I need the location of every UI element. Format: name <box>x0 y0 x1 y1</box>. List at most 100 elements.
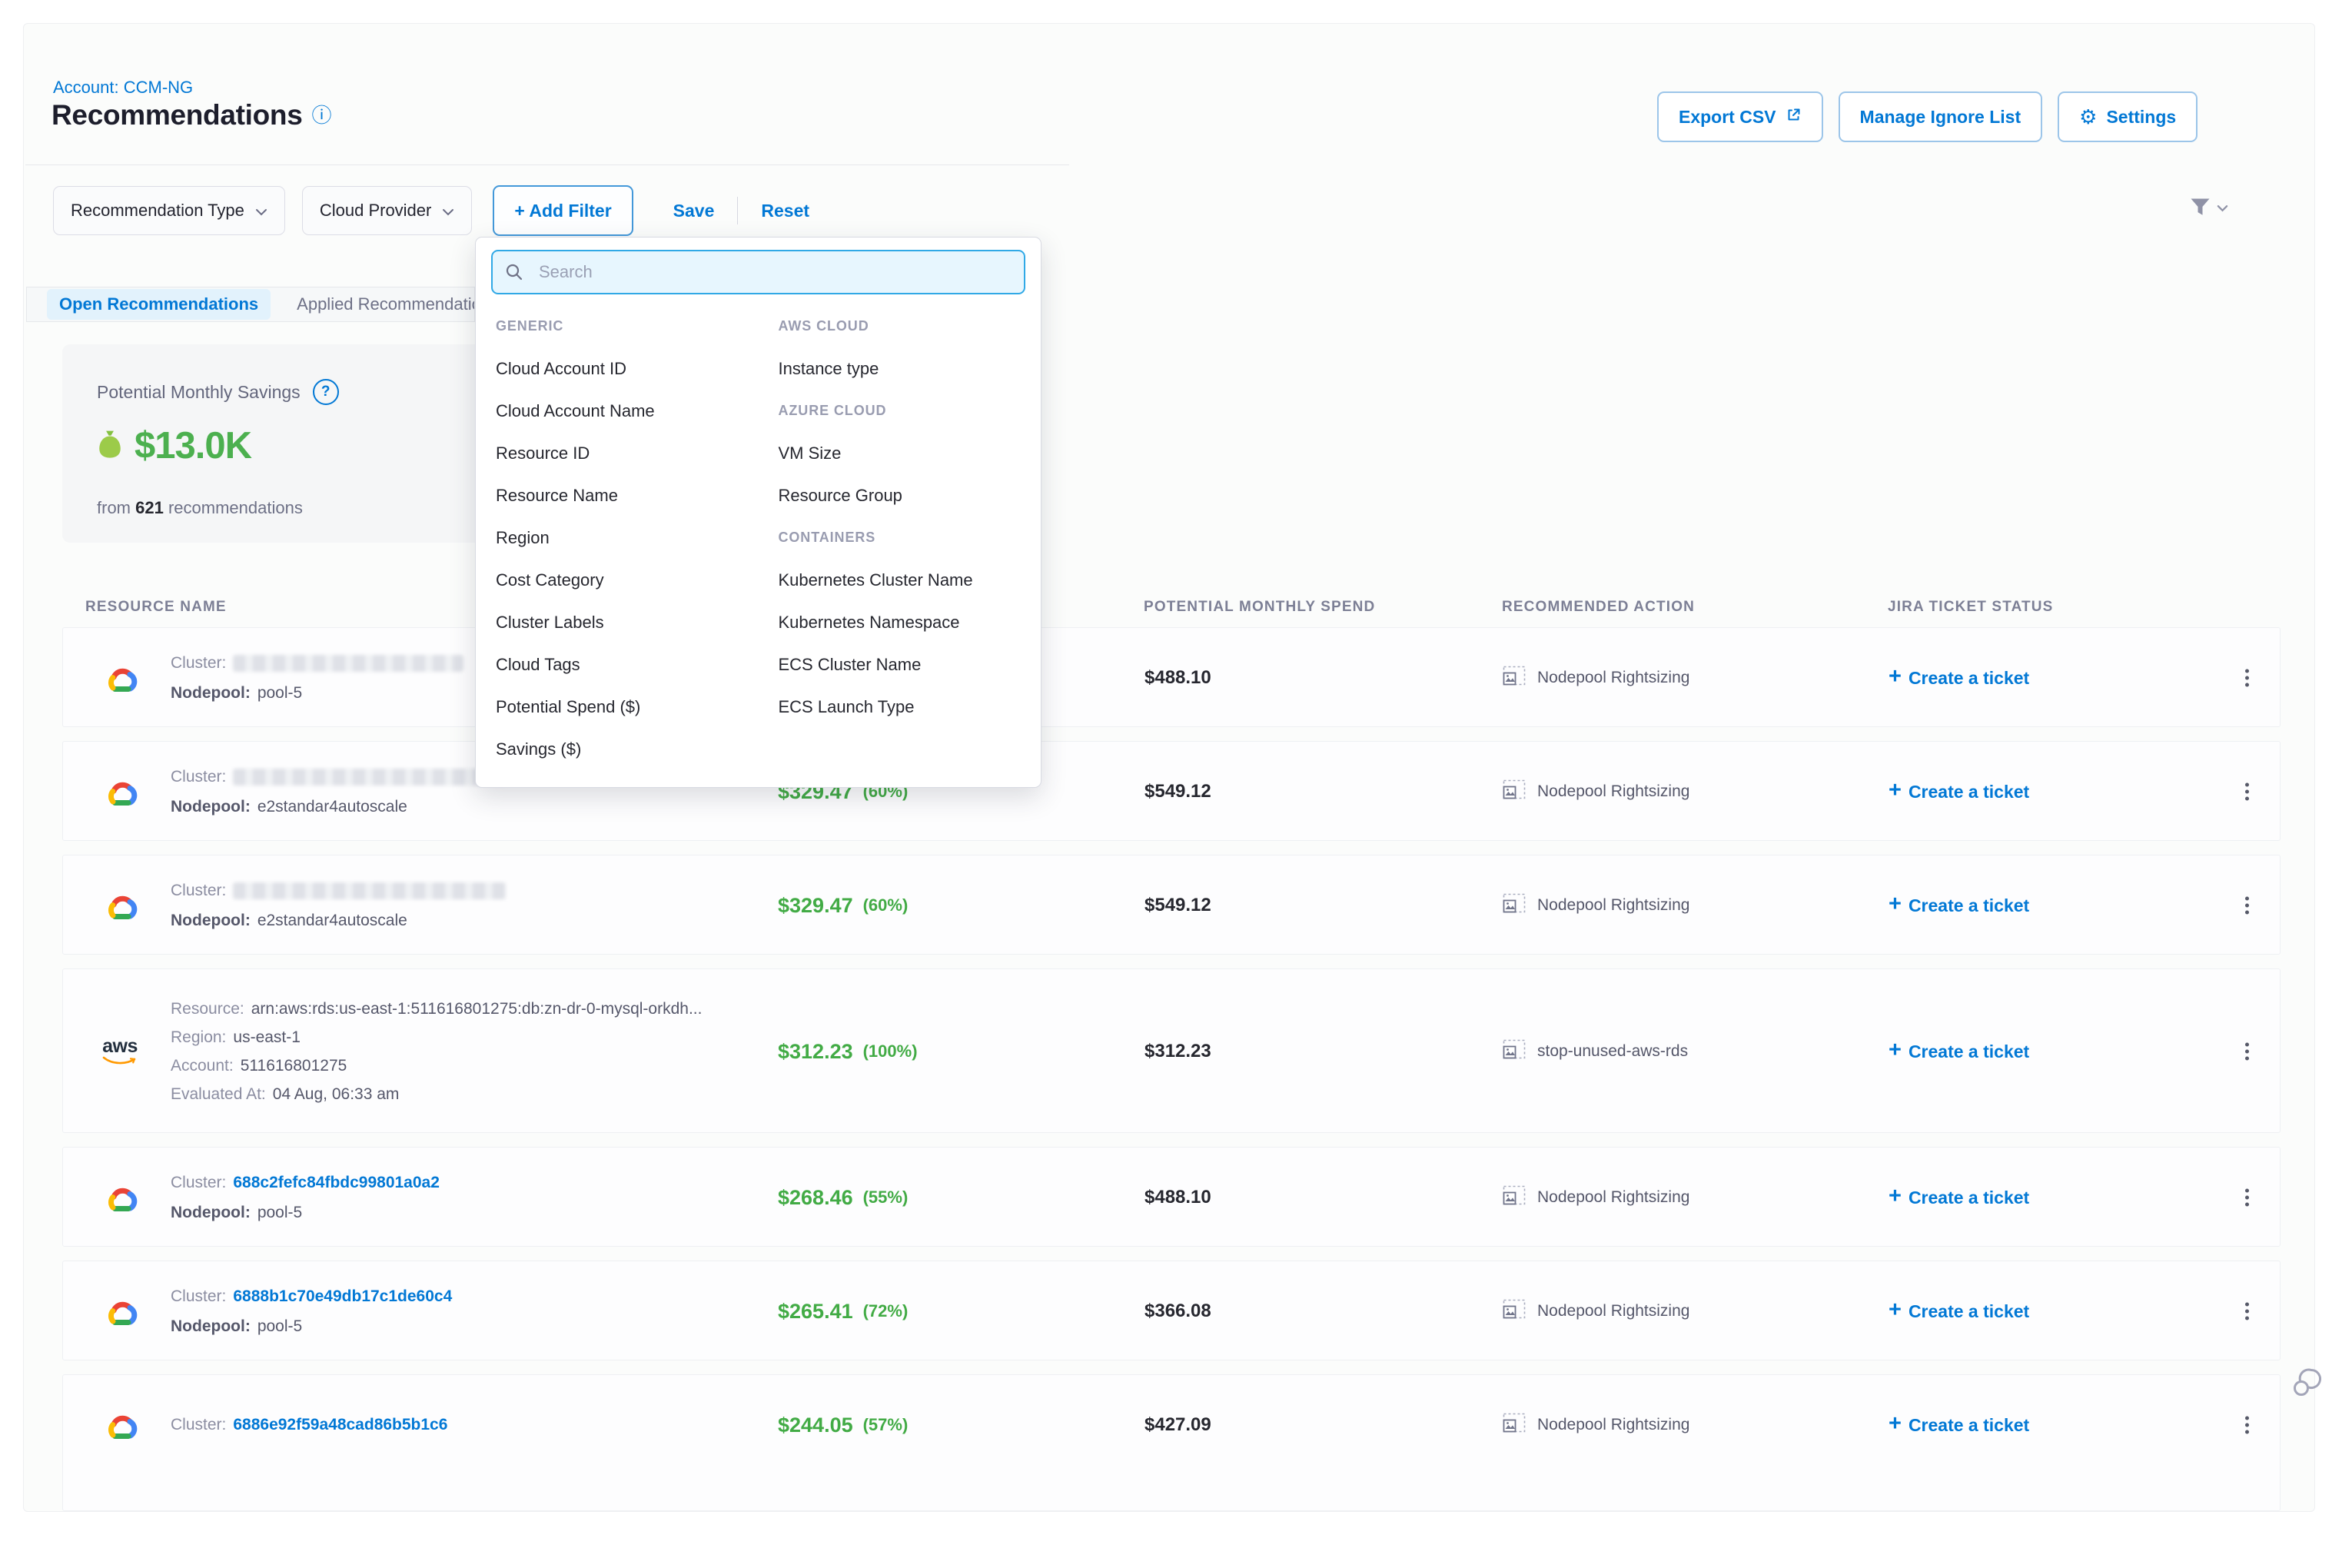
filter-option-cloud-account-name[interactable]: Cloud Account Name <box>496 400 655 420</box>
manage-ignore-list-button[interactable]: Manage Ignore List <box>1838 91 2043 142</box>
rightsizing-icon <box>1503 779 1526 804</box>
export-csv-label: Export CSV <box>1679 106 1776 127</box>
redacted-cluster-value <box>233 882 507 899</box>
filter-option-resource-group[interactable]: Resource Group <box>778 485 902 505</box>
create-ticket-link[interactable]: + Create a ticket <box>1889 778 2030 802</box>
filter-option-ecs-launch-type[interactable]: ECS Launch Type <box>778 696 915 716</box>
search-icon <box>504 262 524 286</box>
filter-option-cost-category[interactable]: Cost Category <box>496 570 604 590</box>
tab-applied-recommendations[interactable]: Applied Recommendations <box>297 294 474 314</box>
table-row[interactable]: Cluster: 688c2fefc84fbdc99801a0a2 Nodepoo… <box>62 1147 2281 1247</box>
recommended-action: Nodepool Rightsizing <box>1537 782 1690 800</box>
column-header-potential-monthly-spend: POTENTIAL MONTHLY SPEND <box>1144 599 1376 615</box>
savings-value: $265.41 <box>778 1299 853 1323</box>
create-ticket-link[interactable]: + Create a ticket <box>1889 892 2030 916</box>
filter-option-cluster-labels[interactable]: Cluster Labels <box>496 612 604 632</box>
row-menu-kebab[interactable] <box>2241 889 2254 922</box>
nodepool-label: Nodepool: <box>171 1203 251 1221</box>
add-filter-dropdown-panel: GENERIC Cloud Account ID Cloud Account N… <box>475 237 1041 788</box>
gcp-icon <box>98 1409 141 1441</box>
create-ticket-link[interactable]: + Create a ticket <box>1889 664 2030 689</box>
column-header-resource-name: RESOURCE NAME <box>85 599 227 615</box>
cluster-link[interactable]: 6888b1c70e49db17c1de60c4 <box>233 1287 453 1305</box>
savings-percent: (72%) <box>862 1301 909 1321</box>
create-ticket-link[interactable]: + Create a ticket <box>1889 1297 2030 1322</box>
recommended-action: Nodepool Rightsizing <box>1537 1188 1690 1206</box>
row-menu-kebab[interactable] <box>2241 776 2254 809</box>
recommendation-type-dropdown[interactable]: Recommendation Type <box>53 186 285 235</box>
row-menu-kebab[interactable] <box>2241 1035 2254 1068</box>
cluster-link[interactable]: 688c2fefc84fbdc99801a0a2 <box>233 1173 440 1191</box>
create-ticket-link[interactable]: + Create a ticket <box>1889 1184 2030 1208</box>
help-icon[interactable]: ? <box>312 379 339 405</box>
gcp-icon <box>98 776 141 808</box>
create-ticket-link[interactable]: + Create a ticket <box>1889 1411 2030 1436</box>
section-header-generic: GENERIC <box>496 318 564 334</box>
nodepool-value: pool-5 <box>257 1203 303 1221</box>
filter-option-instance-type[interactable]: Instance type <box>778 358 879 378</box>
plus-icon: + <box>1889 1184 1902 1208</box>
cluster-label: Cluster: <box>171 1287 227 1305</box>
evaluated-at-value: 04 Aug, 06:33 am <box>272 1085 400 1103</box>
rightsizing-icon <box>1503 666 1526 690</box>
breadcrumb-account-link[interactable]: Account: CCM-NG <box>53 78 194 97</box>
filter-option-ecs-cluster-name[interactable]: ECS Cluster Name <box>778 654 922 674</box>
row-menu-kebab[interactable] <box>2241 1181 2254 1214</box>
nodepool-label: Nodepool: <box>171 797 251 816</box>
savings-percent: (60%) <box>862 895 909 915</box>
filter-option-resource-name[interactable]: Resource Name <box>496 485 618 505</box>
filter-option-kubernetes-namespace[interactable]: Kubernetes Namespace <box>778 612 960 632</box>
table-row[interactable]: aws Resource: arn:aws:rds:us-east-1:51161… <box>62 968 2281 1133</box>
create-ticket-link[interactable]: + Create a ticket <box>1889 1038 2030 1062</box>
rightsizing-icon <box>1503 1299 1526 1324</box>
search-input[interactable] <box>491 250 1025 294</box>
manage-ignore-list-label: Manage Ignore List <box>1859 106 2021 127</box>
table-row[interactable]: Cluster:bi Nodepool:e2standar4autoscale … <box>62 741 2281 841</box>
filter-option-resource-id[interactable]: Resource ID <box>496 443 590 463</box>
gcp-icon <box>98 1295 141 1327</box>
filter-option-savings[interactable]: Savings ($) <box>496 739 582 759</box>
filter-option-vm-size[interactable]: VM Size <box>778 443 842 463</box>
export-csv-button[interactable]: Export CSV <box>1657 91 1823 142</box>
chevron-down-icon <box>2217 202 2228 216</box>
settings-button[interactable]: ⚙ Settings <box>2058 91 2198 142</box>
savings-amount: $13.0K <box>135 425 252 467</box>
column-header-recommended-action: RECOMMENDED ACTION <box>1502 599 1695 615</box>
filter-option-cloud-account-id[interactable]: Cloud Account ID <box>496 358 626 378</box>
plus-icon: + <box>1889 664 1902 689</box>
account-label: Account: <box>171 1056 234 1075</box>
table-row[interactable]: Cluster: 6888b1c70e49db17c1de60c4 Nodepoo… <box>62 1261 2281 1360</box>
plus-icon: + <box>1889 1411 1902 1436</box>
filter-option-cloud-tags[interactable]: Cloud Tags <box>496 654 580 674</box>
savings-value: $312.23 <box>778 1039 853 1063</box>
cloud-provider-dropdown[interactable]: Cloud Provider <box>301 186 473 235</box>
plus-icon: + <box>1889 1038 1902 1062</box>
savings-percent: (55%) <box>862 1188 909 1207</box>
table-row[interactable]: Cluster: 6886e92f59a48cad86b5b1c6 $244.05… <box>62 1374 2281 1511</box>
filter-panel-toggle[interactable] <box>2190 198 2228 221</box>
filter-option-region[interactable]: Region <box>496 527 550 547</box>
filter-option-potential-spend[interactable]: Potential Spend ($) <box>496 696 641 716</box>
spend-value: $549.12 <box>1144 781 1211 802</box>
row-menu-kebab[interactable] <box>2241 1295 2254 1328</box>
save-filter-button[interactable]: Save <box>673 200 715 221</box>
nodepool-value: e2standar4autoscale <box>257 911 407 929</box>
plus-icon: + <box>1889 778 1902 802</box>
reset-filter-button[interactable]: Reset <box>761 200 810 221</box>
recommendation-type-label: Recommendation Type <box>71 201 244 220</box>
row-menu-kebab[interactable] <box>2241 1409 2254 1442</box>
row-menu-kebab[interactable] <box>2241 662 2254 695</box>
recommended-action: stop-unused-aws-rds <box>1537 1042 1689 1060</box>
add-filter-button[interactable]: + Add Filter <box>493 185 633 236</box>
table-row[interactable]: Cluster: Nodepool: pool-5 $488.10 Nodepoo… <box>62 627 2281 727</box>
tab-open-recommendations[interactable]: Open Recommendations <box>47 289 271 320</box>
filter-option-kubernetes-cluster-name[interactable]: Kubernetes Cluster Name <box>778 570 973 590</box>
table-row[interactable]: Cluster: Nodepool: e2standar4autoscale $3… <box>62 855 2281 955</box>
savings-subtitle: from 621 recommendations <box>97 498 303 517</box>
chat-help-icon[interactable] <box>2291 1365 2327 1403</box>
aws-icon: aws <box>98 1037 141 1066</box>
recommendations-page: Account: CCM-NG Recommendations ⓘ Export… <box>23 23 2321 1512</box>
info-icon[interactable]: ⓘ <box>311 104 332 127</box>
cluster-link[interactable]: 6886e92f59a48cad86b5b1c6 <box>233 1416 448 1433</box>
savings-percent: (57%) <box>862 1415 909 1434</box>
